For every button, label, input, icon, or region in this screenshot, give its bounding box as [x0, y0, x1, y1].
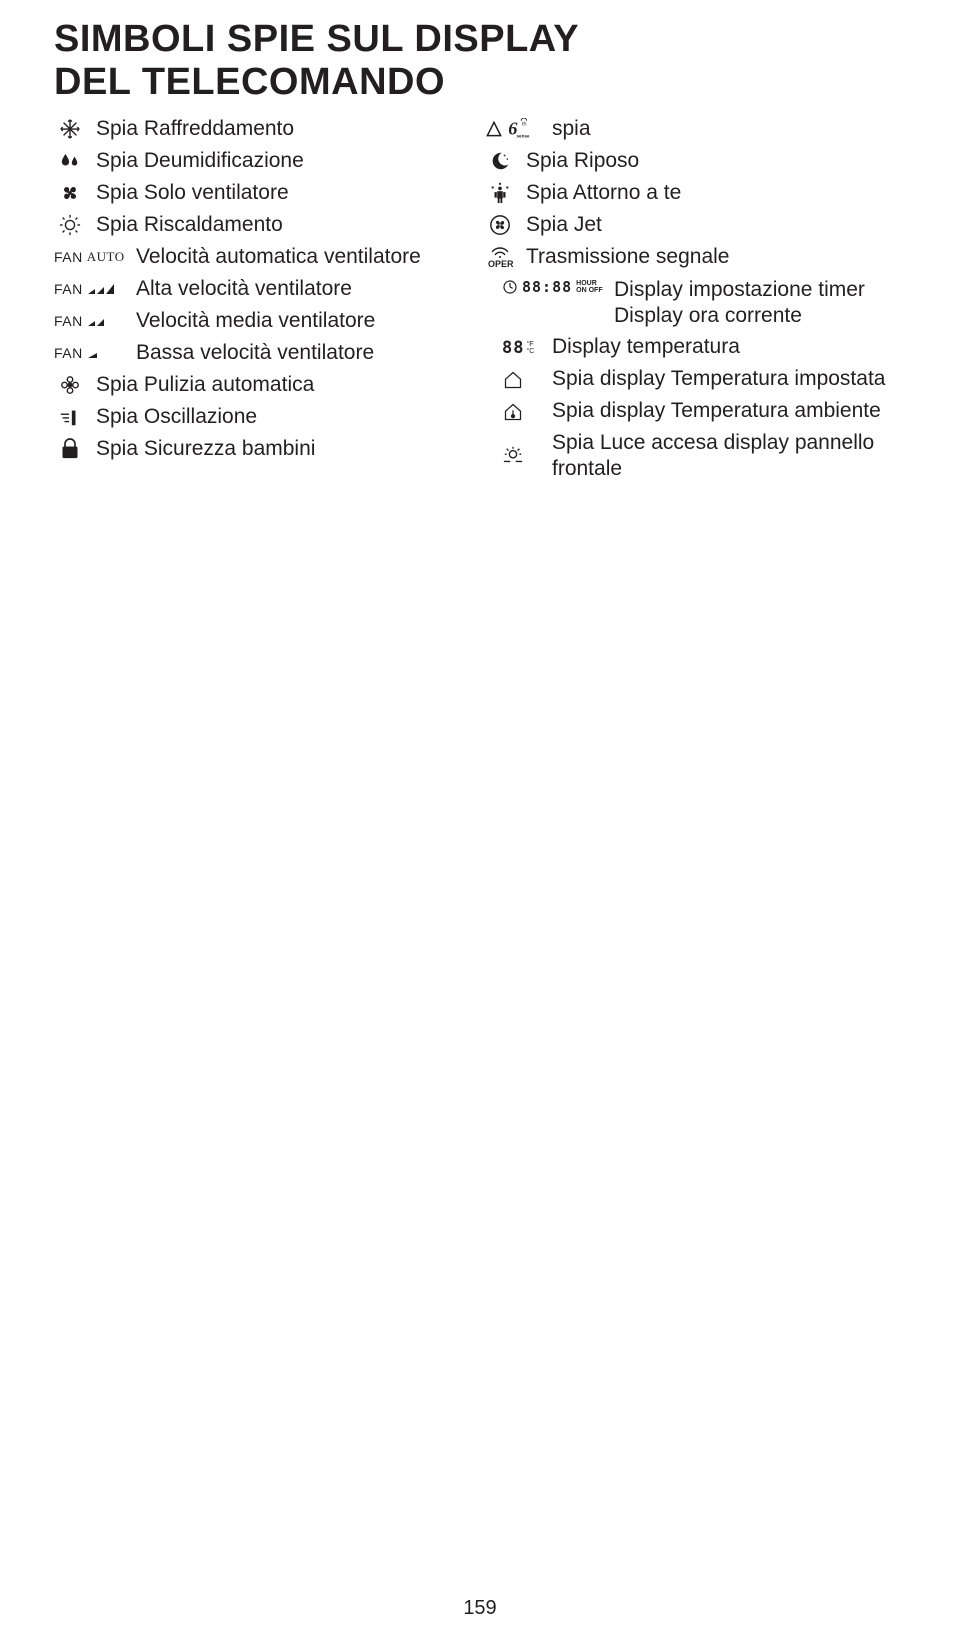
label-childlock: Spia Sicurezza bambini [96, 436, 315, 462]
temp-c: °C [526, 348, 534, 355]
right-column: 6 th sense spia Spia Riposo [484, 113, 906, 484]
timer-display-icon: 88:88 HOUR ON OFF [484, 275, 604, 299]
row-sleep: Spia Riposo [484, 145, 906, 177]
row-fanonly: Spia Solo ventilatore [54, 177, 484, 209]
row-fan-high: FAN Alta velocità ventilatore [54, 273, 484, 305]
label-temp-set: Spia display Temperatura impostata [552, 366, 885, 392]
timer-digits: 88:88 [522, 278, 572, 296]
row-temp-room: Spia display Temperatura ambiente [484, 396, 906, 428]
signal-icon: OPER [484, 245, 516, 269]
row-timer-display: 88:88 HOUR ON OFF Display impostazione t… [484, 273, 906, 332]
label-cooling: Spia Raffreddamento [96, 116, 294, 142]
temp-f: °F [526, 341, 534, 348]
left-column: Spia Raffreddamento Spia Deumidificazion… [54, 113, 484, 484]
flower-icon [54, 373, 86, 397]
fan-text: FAN [54, 281, 83, 297]
title-line-2: DEL TELECOMANDO [54, 61, 445, 103]
label-heating: Spia Riscaldamento [96, 212, 283, 238]
sun-icon [54, 213, 86, 237]
row-fan-low: FAN Bassa velocità ventilatore [54, 337, 484, 369]
sixth-sense-icon: 6 th sense [484, 117, 542, 141]
fan-text: FAN [54, 313, 83, 329]
label-dimmer: Spia Luce accesa display pannello fronta… [552, 430, 906, 483]
content-columns: Spia Raffreddamento Spia Deumidificazion… [54, 113, 906, 484]
label-swing: Spia Oscillazione [96, 404, 257, 430]
page-title: SIMBOLI SPIE SUL DISPLAY DEL TELECOMANDO [54, 18, 906, 103]
fan-text: FAN [54, 345, 83, 361]
temp-digits: 88 [502, 338, 524, 358]
row-jet: Spia Jet [484, 209, 906, 241]
fan-med-icon: FAN [54, 309, 126, 333]
droplets-icon [54, 149, 86, 173]
label-around-u: Spia Attorno a te [526, 180, 681, 206]
row-heating: Spia Riscaldamento [54, 209, 484, 241]
house-thermometer-icon [484, 400, 542, 424]
label-fan-high: Alta velocità ventilatore [136, 276, 352, 302]
row-fan-med: FAN Velocità media ventilatore [54, 305, 484, 337]
onoff-label: ON OFF [576, 287, 602, 294]
row-swing: Spia Oscillazione [54, 401, 484, 433]
label-fan-med: Velocità media ventilatore [136, 308, 375, 334]
row-temp-set: Spia display Temperatura impostata [484, 364, 906, 396]
around-u-icon [484, 181, 516, 205]
label-temp-room: Spia display Temperatura ambiente [552, 398, 881, 424]
title-line-1: SIMBOLI SPIE SUL DISPLAY [54, 18, 579, 60]
label-autoclean: Spia Pulizia automatica [96, 372, 314, 398]
label-dehum: Spia Deumidificazione [96, 148, 304, 174]
row-dimmer: Spia Luce accesa display pannello fronta… [484, 428, 906, 485]
page-number: 159 [0, 1597, 960, 1620]
label-fan-auto: Velocità automatica ventilatore [136, 244, 421, 270]
fan-high-icon: FAN [54, 277, 126, 301]
label-fan-low: Bassa velocità ventilatore [136, 340, 374, 366]
lock-icon [54, 437, 86, 461]
swing-icon [54, 405, 86, 429]
row-signal: OPER Trasmissione segnale [484, 241, 906, 273]
jet-icon [484, 213, 516, 237]
svg-text:OPER: OPER [488, 259, 514, 269]
fan-auto-icon: FAN AUTO [54, 245, 126, 269]
temp-display-icon: 88 °F °C [484, 336, 542, 360]
moon-icon [484, 149, 516, 173]
row-cooling: Spia Raffreddamento [54, 113, 484, 145]
fan-auto-text: AUTO [87, 249, 125, 265]
fan-text: FAN [54, 249, 83, 265]
row-childlock: Spia Sicurezza bambini [54, 433, 484, 465]
label-fanonly: Spia Solo ventilatore [96, 180, 289, 206]
label-sleep: Spia Riposo [526, 148, 639, 174]
row-dehum: Spia Deumidificazione [54, 145, 484, 177]
label-timer-display: Display impostazione timer Display ora c… [614, 275, 865, 330]
svg-text:sense: sense [517, 133, 530, 138]
row-autoclean: Spia Pulizia automatica [54, 369, 484, 401]
fan-icon [54, 181, 86, 205]
label-jet: Spia Jet [526, 212, 602, 238]
row-temp-display: 88 °F °C Display temperatura [484, 332, 906, 364]
dimmer-icon [484, 444, 542, 468]
label-sixth-sense: spia [552, 116, 591, 142]
hour-label: HOUR [576, 280, 602, 287]
snowflake-icon [54, 117, 86, 141]
label-temp-display: Display temperatura [552, 334, 740, 360]
label-signal: Trasmissione segnale [526, 244, 729, 270]
svg-text:th: th [522, 121, 527, 127]
fan-low-icon: FAN [54, 341, 126, 365]
row-sixth-sense: 6 th sense spia [484, 113, 906, 145]
row-around-u: Spia Attorno a te [484, 177, 906, 209]
house-icon [484, 368, 542, 392]
row-fan-auto: FAN AUTO Velocità automatica ventilatore [54, 241, 484, 273]
